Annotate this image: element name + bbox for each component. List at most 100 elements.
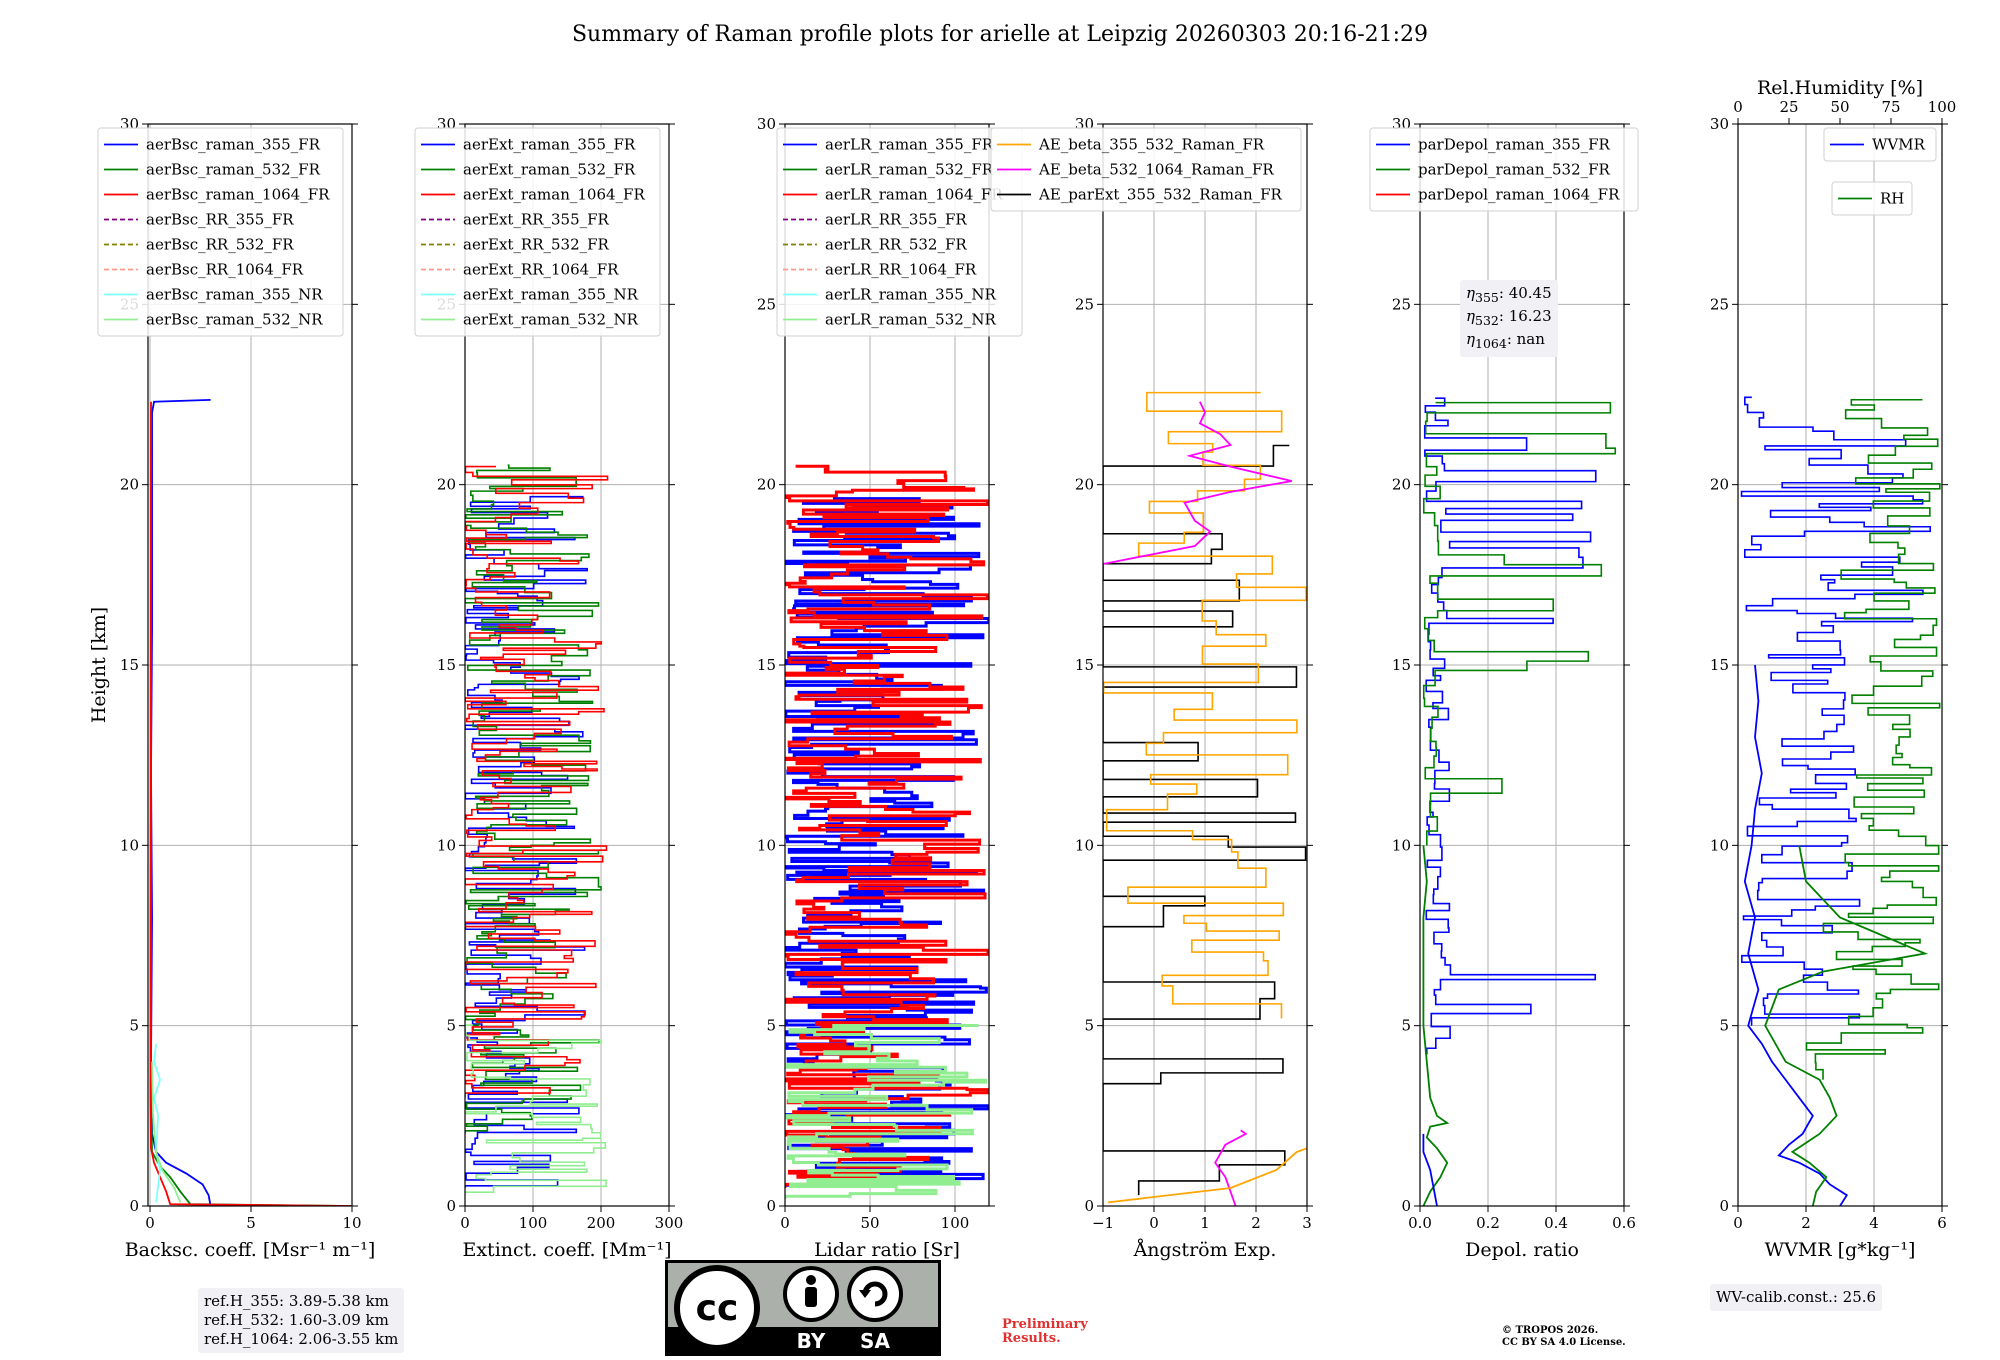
series-aerExt_raman_532_NR	[465, 1024, 607, 1196]
legend-label: parDepol_raman_532_FR	[1418, 161, 1611, 179]
y-tick-label: 5	[1401, 1017, 1411, 1035]
series-aerBsc_raman_532_NR	[151, 1061, 182, 1203]
x-tick-label: 0	[145, 1214, 155, 1232]
legend-label: aerExt_raman_532_FR	[463, 161, 636, 179]
x-axis-label: Extinct. coeff. [Mm⁻¹]	[462, 1239, 671, 1261]
legend-label: aerExt_raman_1064_FR	[463, 186, 645, 204]
y-tick-label: 15	[1392, 656, 1411, 674]
y-tick-label: 30	[757, 115, 776, 133]
y-tick-label: 10	[120, 836, 139, 854]
legend-label: aerBsc_raman_355_NR	[146, 286, 323, 304]
legend-label: RH	[1880, 190, 1904, 208]
legend-label: aerLR_RR_532_FR	[825, 236, 967, 254]
legend-label: aerExt_RR_532_FR	[463, 236, 610, 254]
y-tick-label: 5	[1719, 1017, 1729, 1035]
x-tick-label: 200	[587, 1214, 616, 1232]
series-aerBsc_raman_355_NR	[153, 1043, 162, 1203]
legend-lr: aerLR_raman_355_FR aerLR_raman_532_FR aerL…	[776, 127, 1023, 337]
series-RH-upper	[1805, 398, 1941, 1080]
legend-label: aerExt_RR_355_FR	[463, 211, 610, 229]
series-parDepol_532_upper	[1422, 401, 1617, 846]
legend-ext: aerExt_raman_355_FR aerExt_raman_532_FRae…	[414, 127, 661, 337]
legend-label: aerBsc_raman_355_FR	[146, 136, 321, 154]
y-tick-label: 10	[1392, 836, 1411, 854]
x-tick-label: 300	[655, 1214, 684, 1232]
y-tick-label: 10	[1710, 836, 1729, 854]
y-tick-label: 5	[446, 1017, 456, 1035]
panel-wv: 0 2 4 6 0 5 10 15 20 25 30 WVMR [g*kg⁻¹] 0 25 50 75 100 R…	[1710, 77, 1956, 1261]
x-tick-label: 0.2	[1476, 1214, 1500, 1232]
legend-bsc: aerBsc_raman_355_FR aerBsc_raman_532_FRae…	[97, 127, 344, 337]
legend-label: aerBsc_raman_1064_FR	[146, 186, 330, 204]
legend-label: aerBsc_raman_532_NR	[146, 311, 323, 329]
by-label: BY	[797, 1329, 826, 1353]
y-tick-label: 5	[129, 1017, 139, 1035]
x-tick-label: 4	[1869, 1214, 1879, 1232]
wv-calib-box: WV-calib.const.: 25.6	[1710, 1284, 1883, 1311]
y-tick-label: 5	[766, 1017, 776, 1035]
legend-frame	[97, 127, 344, 337]
x-tick-label: 50	[860, 1214, 879, 1232]
legend-label: aerExt_raman_355_NR	[463, 286, 639, 304]
series-aerExt_raman_532_FR	[465, 464, 602, 1134]
x-axis-label: Depol. ratio	[1465, 1239, 1579, 1261]
series-AE_beta_355_532_Raman_FR	[1107, 1147, 1307, 1204]
y-tick-label: 25	[1392, 295, 1411, 313]
y-tick-label: 15	[437, 656, 456, 674]
legend-label: aerBsc_RR_355_FR	[146, 211, 294, 229]
y-tick-label: 30	[1710, 115, 1729, 133]
x-tick-label: 10	[342, 1214, 361, 1232]
y-tick-label: 20	[120, 476, 139, 494]
panel-ext: 0100200300051015202530Extinct. coeff. [M…	[414, 115, 684, 1261]
plot-area	[1103, 391, 1307, 1206]
y-tick-label: 10	[757, 836, 776, 854]
x-tick-label: 5	[246, 1214, 256, 1232]
top-axis-label: Rel.Humidity [%]	[1757, 77, 1923, 99]
y-tick-label: 15	[120, 656, 139, 674]
x-tick-label: 2	[1801, 1214, 1811, 1232]
legend-frame	[1823, 127, 1937, 162]
legend-rh: RH	[1831, 181, 1913, 216]
x-tick-label: 3	[1302, 1214, 1312, 1232]
legend-frame	[1369, 127, 1639, 212]
x-tick-label: 0	[460, 1214, 470, 1232]
legend-wvmr: WVMR	[1823, 127, 1937, 162]
legend-label: aerLR_raman_355_NR	[825, 286, 996, 304]
x-tick-label: 0.6	[1612, 1214, 1636, 1232]
legend-label: aerExt_raman_532_NR	[463, 311, 639, 329]
series-aerBsc_raman_1064_FR	[149, 401, 352, 1206]
series-AE_parExt_355_532_Raman_FR	[1103, 444, 1307, 1196]
y-tick-label: 0	[129, 1197, 139, 1215]
top-tick-label: 100	[1928, 98, 1957, 116]
plot-area	[785, 464, 989, 1199]
series-aerBsc_raman_532_FR	[150, 412, 352, 1206]
cc-icon	[674, 1265, 760, 1351]
y-tick-label: 15	[757, 656, 776, 674]
x-tick-label: 1	[1200, 1214, 1210, 1232]
figure-title: Summary of Raman profile plots for ariel…	[571, 22, 1429, 47]
y-tick-label: 0	[766, 1197, 776, 1215]
copyright-note: © TROPOS 2026. CC BY SA 4.0 License.	[1502, 1325, 1626, 1348]
ref-h-355: ref.H_355: 3.89-5.38 km	[204, 1292, 389, 1310]
plot-area	[149, 399, 352, 1206]
eta-1064: η1064: nan	[1466, 330, 1545, 351]
legend-label: AE_parExt_355_532_Raman_FR	[1038, 186, 1283, 204]
x-axis-label: Lidar ratio [Sr]	[814, 1239, 960, 1261]
plot-area	[1740, 396, 1941, 1206]
legend-label: aerExt_raman_355_FR	[463, 136, 636, 154]
top-tick-label: 0	[1733, 98, 1743, 116]
top-tick-label: 75	[1881, 98, 1900, 116]
legend-depol: parDepol_raman_355_FR parDepol_raman_532_…	[1369, 127, 1639, 212]
series-AE_beta_355_532_Raman_FR-upper	[1103, 391, 1307, 1019]
series-aerBsc_raman_355_FR	[150, 399, 212, 1206]
legend-label: aerBsc_RR_532_FR	[146, 236, 294, 254]
y-tick-label: 0	[1084, 1197, 1094, 1215]
legend-label: aerExt_RR_1064_FR	[463, 261, 619, 279]
y-tick-label: 20	[757, 476, 776, 494]
legend-frame	[990, 127, 1302, 212]
x-tick-label: 0.0	[1408, 1214, 1432, 1232]
top-tick-label: 50	[1830, 98, 1849, 116]
cc-by-sa-badge: cc BY SA	[665, 1260, 941, 1356]
legend-label: aerLR_raman_1064_FR	[825, 186, 1003, 204]
